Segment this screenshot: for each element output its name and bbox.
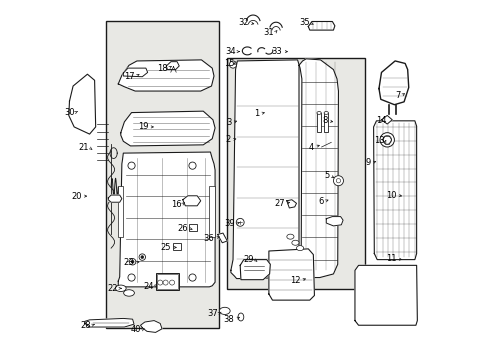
Text: 17: 17 — [124, 72, 135, 81]
Bar — [208, 186, 215, 237]
Ellipse shape — [123, 290, 134, 296]
Polygon shape — [308, 22, 334, 30]
Bar — [106, 21, 219, 328]
Text: 14: 14 — [375, 116, 386, 125]
Polygon shape — [166, 62, 179, 69]
Text: 27: 27 — [273, 199, 284, 208]
Circle shape — [139, 254, 145, 260]
Text: 3: 3 — [226, 118, 231, 127]
Text: 23: 23 — [123, 258, 134, 267]
Text: 12: 12 — [289, 276, 300, 285]
Ellipse shape — [286, 234, 293, 239]
Text: 16: 16 — [170, 200, 181, 209]
Polygon shape — [183, 196, 201, 206]
Text: 10: 10 — [385, 190, 396, 199]
Circle shape — [336, 179, 340, 183]
Ellipse shape — [219, 307, 230, 315]
Circle shape — [229, 61, 236, 68]
Circle shape — [141, 256, 143, 258]
Bar — [155, 273, 179, 291]
Text: 11: 11 — [385, 255, 396, 264]
Polygon shape — [268, 249, 314, 300]
Circle shape — [128, 274, 135, 281]
Polygon shape — [373, 121, 416, 260]
Ellipse shape — [316, 112, 321, 114]
Bar — [188, 225, 196, 231]
Polygon shape — [118, 152, 215, 287]
Bar — [118, 186, 122, 237]
Text: 18: 18 — [157, 64, 167, 73]
Text: 34: 34 — [225, 47, 235, 56]
Text: 36: 36 — [203, 234, 214, 243]
Text: 5: 5 — [323, 171, 328, 180]
Polygon shape — [69, 74, 96, 134]
Text: 19: 19 — [138, 122, 148, 131]
Text: 22: 22 — [107, 284, 117, 293]
Text: 9: 9 — [365, 158, 370, 167]
Text: 8: 8 — [322, 116, 327, 125]
Polygon shape — [325, 217, 343, 226]
Text: 30: 30 — [64, 108, 74, 117]
Text: 26: 26 — [177, 224, 187, 233]
Polygon shape — [217, 233, 227, 243]
Text: 38: 38 — [223, 315, 234, 324]
Circle shape — [333, 176, 343, 186]
Circle shape — [188, 162, 196, 169]
Text: 20: 20 — [71, 192, 81, 201]
Polygon shape — [140, 320, 162, 332]
Polygon shape — [108, 195, 122, 202]
Bar — [316, 113, 321, 132]
Circle shape — [236, 219, 244, 226]
Circle shape — [379, 133, 394, 147]
Text: 39: 39 — [224, 219, 234, 228]
Polygon shape — [298, 59, 338, 278]
Polygon shape — [378, 61, 408, 105]
Ellipse shape — [296, 246, 303, 251]
Text: 13: 13 — [374, 136, 384, 145]
Bar — [324, 113, 328, 132]
Text: 7: 7 — [394, 91, 400, 100]
Text: 25: 25 — [161, 243, 171, 252]
Circle shape — [128, 162, 135, 169]
Text: 28: 28 — [80, 321, 91, 330]
Text: 2: 2 — [225, 135, 230, 144]
Polygon shape — [381, 116, 391, 124]
Text: 32: 32 — [238, 18, 248, 27]
Text: 4: 4 — [308, 143, 313, 152]
Text: 37: 37 — [207, 309, 218, 318]
Text: 33: 33 — [271, 47, 282, 56]
Circle shape — [129, 258, 136, 265]
Text: 35: 35 — [299, 18, 309, 27]
Polygon shape — [240, 260, 270, 280]
Text: 1: 1 — [254, 109, 259, 118]
Text: 24: 24 — [142, 282, 153, 291]
Text: 21: 21 — [78, 143, 89, 152]
Circle shape — [131, 260, 134, 263]
Ellipse shape — [291, 240, 298, 245]
Text: 15: 15 — [224, 59, 234, 68]
Text: 29: 29 — [243, 255, 253, 264]
Text: 31: 31 — [263, 28, 273, 37]
Bar — [227, 58, 365, 289]
Polygon shape — [118, 60, 214, 91]
Ellipse shape — [324, 112, 328, 114]
Polygon shape — [354, 265, 416, 325]
Circle shape — [382, 135, 391, 144]
Text: 6: 6 — [318, 197, 323, 206]
Bar — [156, 274, 178, 289]
Bar — [173, 243, 181, 250]
Circle shape — [188, 274, 196, 281]
Polygon shape — [230, 60, 301, 279]
Polygon shape — [121, 111, 215, 146]
Ellipse shape — [238, 313, 244, 321]
Polygon shape — [286, 200, 296, 208]
Polygon shape — [85, 319, 134, 327]
Text: 40: 40 — [130, 325, 141, 334]
Polygon shape — [123, 68, 147, 77]
Ellipse shape — [115, 285, 126, 292]
